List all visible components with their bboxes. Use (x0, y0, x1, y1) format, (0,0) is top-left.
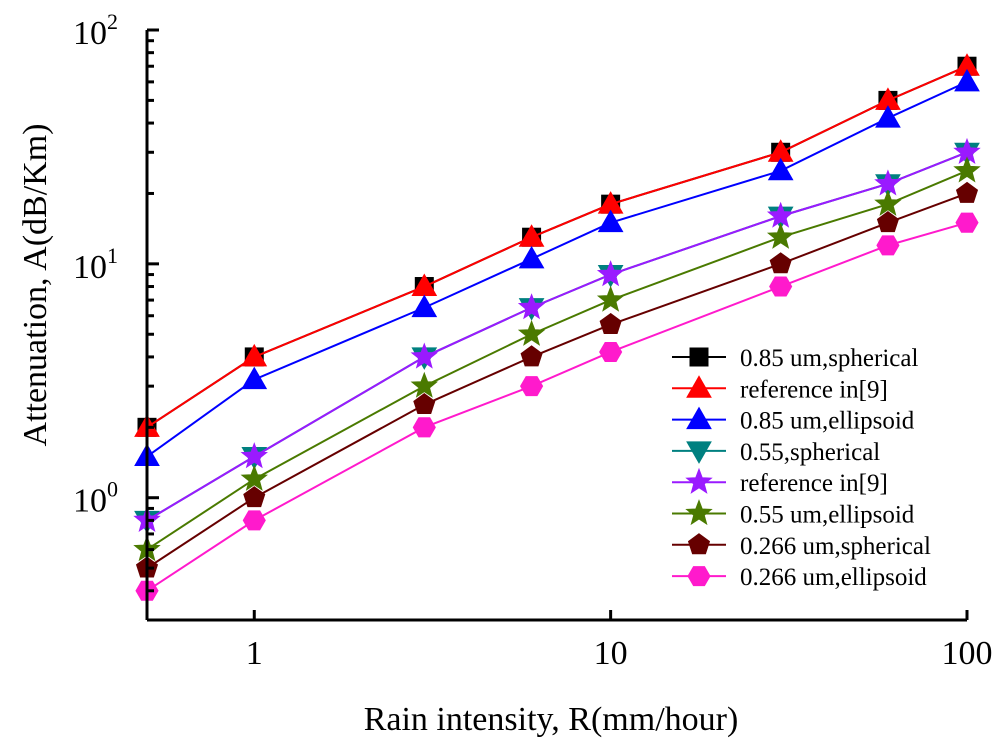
legend-item: 0.55,spherical (672, 439, 880, 466)
y-tick-label: 100 (73, 477, 118, 520)
data-point (955, 181, 979, 203)
series-3 (134, 68, 980, 467)
series-line (146, 169, 968, 551)
data-point (410, 342, 439, 369)
data-point (597, 209, 624, 233)
legend-marker (687, 533, 711, 555)
legend-item: reference in[9] (672, 467, 888, 497)
data-point (767, 157, 794, 181)
legend-label: 0.266 um,spherical (740, 533, 931, 560)
legend-label: 0.85 um,ellipsoid (740, 408, 915, 435)
legend-label: 0.266 um,ellipsoid (740, 564, 927, 591)
legend-marker (685, 499, 713, 526)
legend-label: 0.55,spherical (740, 439, 880, 466)
series-line (146, 80, 968, 458)
series-line (146, 151, 968, 522)
data-point (241, 343, 268, 367)
data-point (413, 393, 436, 415)
x-tick-label: 1 (246, 635, 263, 672)
legend-item: 0.266 um,spherical (672, 533, 931, 560)
legend-item: 0.266 um,ellipsoid (672, 564, 927, 591)
data-point (242, 510, 266, 531)
data-point (599, 312, 622, 334)
data-point (411, 294, 438, 318)
data-point (410, 371, 439, 398)
legend-label: reference in[9] (740, 470, 888, 497)
legend-marker (687, 566, 711, 587)
series-line (146, 192, 968, 569)
legend-marker (686, 441, 712, 464)
data-point (517, 293, 546, 320)
legend-item: 0.55 um,ellipsoid (672, 499, 915, 529)
axis-ticks: 1 10 100 100 101 102 (73, 9, 993, 672)
data-point (874, 189, 902, 216)
x-axis-label: Rain intensity, R(mm/hour) (364, 701, 739, 738)
legend-item: reference in[9] (672, 375, 888, 403)
data-point (520, 345, 543, 367)
data-point (599, 341, 623, 362)
data-point (596, 260, 625, 287)
legend-label: 0.85 um,spherical (740, 345, 918, 372)
legend-label: 0.55 um,ellipsoid (740, 502, 915, 529)
legend-marker (689, 347, 709, 367)
x-tick-label: 10 (594, 635, 628, 672)
legend-marker (686, 375, 712, 398)
data-point (955, 212, 979, 233)
data-point (954, 68, 980, 92)
series-line (146, 65, 968, 429)
data-point (769, 276, 793, 297)
data-point (240, 442, 268, 469)
data-point (518, 245, 545, 269)
series-8 (135, 212, 979, 601)
data-point (875, 105, 901, 128)
legend: 0.85 um,spherical reference in[9] 0.85 um,… (672, 345, 931, 591)
data-point (240, 464, 268, 491)
series-line (146, 221, 968, 592)
data-point (520, 376, 544, 397)
legend-marker (685, 467, 713, 494)
data-point (596, 285, 625, 312)
y-tick-label: 101 (73, 243, 118, 286)
data-point (874, 169, 902, 196)
y-axis-label: Attenuation, A(dB/Km) (17, 124, 54, 447)
data-point (241, 366, 268, 390)
legend-item: 0.85 um,spherical (672, 345, 918, 372)
data-point (769, 252, 792, 274)
data-point (876, 235, 900, 256)
data-point (766, 222, 795, 249)
legend-item: 0.85 um,ellipsoid (672, 406, 915, 435)
data-point (953, 156, 981, 183)
legend-label: reference in[9] (740, 376, 888, 403)
data-point (876, 211, 899, 233)
x-tick-label: 100 (942, 635, 993, 672)
data-point (243, 486, 266, 508)
data-point (412, 417, 436, 438)
plot-area (133, 53, 981, 601)
y-tick-label: 102 (73, 9, 118, 52)
legend-marker (686, 406, 712, 430)
data-point (766, 201, 795, 228)
data-point (517, 319, 546, 346)
